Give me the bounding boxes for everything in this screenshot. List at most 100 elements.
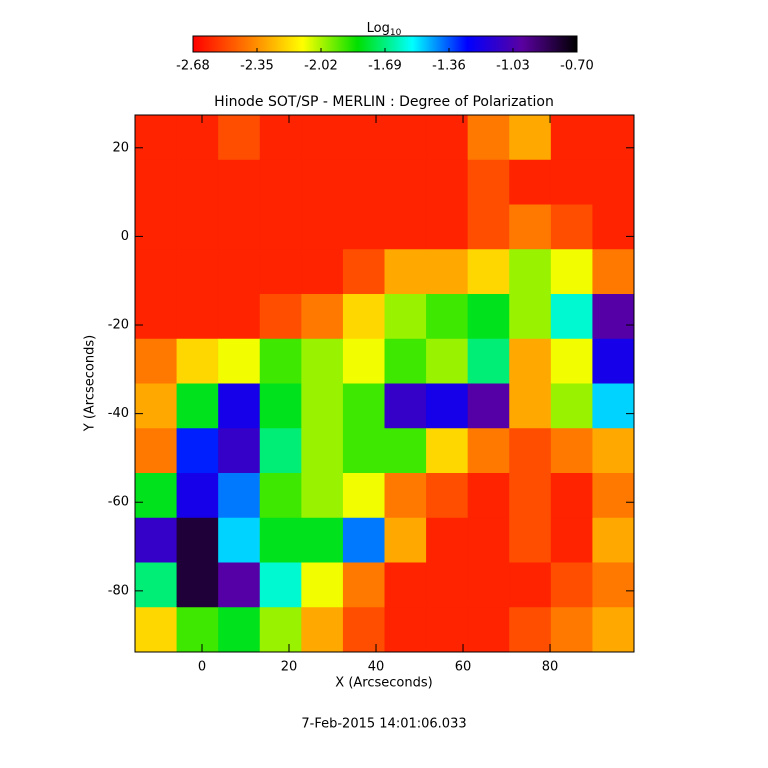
heatmap-cell (342, 294, 385, 340)
heatmap-cell (467, 249, 510, 295)
heatmap-cell (509, 383, 552, 429)
chart-title: Hinode SOT/SP - MERLIN : Degree of Polar… (214, 94, 554, 110)
heatmap-cell (550, 383, 593, 429)
x-tick-label: 40 (368, 660, 385, 675)
heatmap-cell (467, 473, 510, 519)
heatmap-cell (592, 294, 635, 340)
heatmap-cell (135, 159, 178, 205)
heatmap-cell (301, 428, 344, 474)
heatmap-cell (301, 204, 344, 250)
colorbar-label-main: Log (367, 21, 390, 36)
heatmap-cell (426, 159, 469, 205)
heatmap-cell (509, 115, 552, 161)
heatmap-cell (592, 159, 635, 205)
heatmap-cell (550, 159, 593, 205)
heatmap-cell (467, 517, 510, 563)
heatmap-cell (342, 428, 385, 474)
heatmap-cell (218, 473, 261, 519)
heatmap-cell (176, 562, 219, 608)
colorbar-tick-label: -0.70 (560, 59, 594, 74)
heatmap-cell (259, 607, 302, 653)
heatmap-cell (550, 473, 593, 519)
heatmap-cell (509, 562, 552, 608)
heatmap-cell (342, 204, 385, 250)
heatmap-cell (135, 428, 178, 474)
heatmap-cell (467, 338, 510, 384)
heatmap-cell (467, 562, 510, 608)
x-tick-label: 80 (542, 660, 559, 675)
heatmap-cell (176, 383, 219, 429)
heatmap-cell (467, 204, 510, 250)
colorbar-tick-label: -2.68 (176, 59, 210, 74)
heatmap-cell (301, 517, 344, 563)
heatmap-cell (342, 562, 385, 608)
heatmap-cell (259, 562, 302, 608)
x-tick-label: 0 (198, 660, 206, 675)
heatmap-cell (301, 383, 344, 429)
heatmap-cell (550, 204, 593, 250)
heatmap-cell (426, 517, 469, 563)
heatmap-cell (342, 517, 385, 563)
heatmap-cell (342, 473, 385, 519)
heatmap-cell (384, 517, 427, 563)
colorbar-tick-label: -1.03 (496, 59, 530, 74)
heatmap-cell (426, 607, 469, 653)
heatmap-cell (176, 338, 219, 384)
heatmap-cell (176, 204, 219, 250)
heatmap-cell (426, 115, 469, 161)
heatmap-cell (301, 294, 344, 340)
heatmap-cell (218, 562, 261, 608)
heatmap-cell (384, 249, 427, 295)
y-tick-label: 20 (112, 140, 129, 155)
heatmap-cell (259, 249, 302, 295)
heatmap-cell (135, 607, 178, 653)
heatmap-cell (259, 473, 302, 519)
heatmap-cell (426, 249, 469, 295)
colorbar-label: Log10 (367, 21, 402, 38)
heatmap-cell (592, 473, 635, 519)
heatmap-cell (384, 294, 427, 340)
heatmap-cell (384, 338, 427, 384)
heatmap-cell (218, 383, 261, 429)
heatmap-cell (135, 517, 178, 563)
heatmap-cell (301, 562, 344, 608)
heatmap-cell (550, 115, 593, 161)
y-tick-label: -60 (108, 495, 129, 510)
y-axis-label: Y (Arcseconds) (83, 335, 98, 432)
heatmap-cell (176, 115, 219, 161)
heatmap-cell (384, 115, 427, 161)
heatmap-cell (509, 517, 552, 563)
footer-date: 7-Feb-2015 14:01:06.033 (301, 717, 466, 732)
heatmap-cell (426, 383, 469, 429)
x-tick-label: 60 (455, 660, 472, 675)
heatmap-cell (509, 607, 552, 653)
heatmap-cell (135, 338, 178, 384)
colorbar-tick-label: -1.69 (368, 59, 402, 74)
heatmap-cell (384, 607, 427, 653)
y-tick-label: 0 (121, 229, 129, 244)
heatmap-cell (259, 383, 302, 429)
heatmap-cell (135, 383, 178, 429)
plot-frame (134, 114, 635, 653)
heatmap-cell (301, 473, 344, 519)
heatmap-cell (259, 428, 302, 474)
heatmap-cell (135, 249, 178, 295)
heatmap-cell (218, 294, 261, 340)
heatmap-cell (384, 383, 427, 429)
heatmap-cell (301, 338, 344, 384)
heatmap-cell (176, 294, 219, 340)
heatmap-cell (592, 115, 635, 161)
y-tick-label: -40 (108, 406, 129, 421)
heatmap-cell (592, 607, 635, 653)
heatmap-cell (509, 338, 552, 384)
heatmap-cell (384, 428, 427, 474)
heatmap-cell (176, 607, 219, 653)
heatmap-cell (467, 607, 510, 653)
heatmap-cell (550, 607, 593, 653)
heatmap-cell (592, 562, 635, 608)
heatmap-cell (259, 204, 302, 250)
heatmap-cell (135, 294, 178, 340)
heatmap-cell (301, 159, 344, 205)
heatmap-cell (509, 204, 552, 250)
